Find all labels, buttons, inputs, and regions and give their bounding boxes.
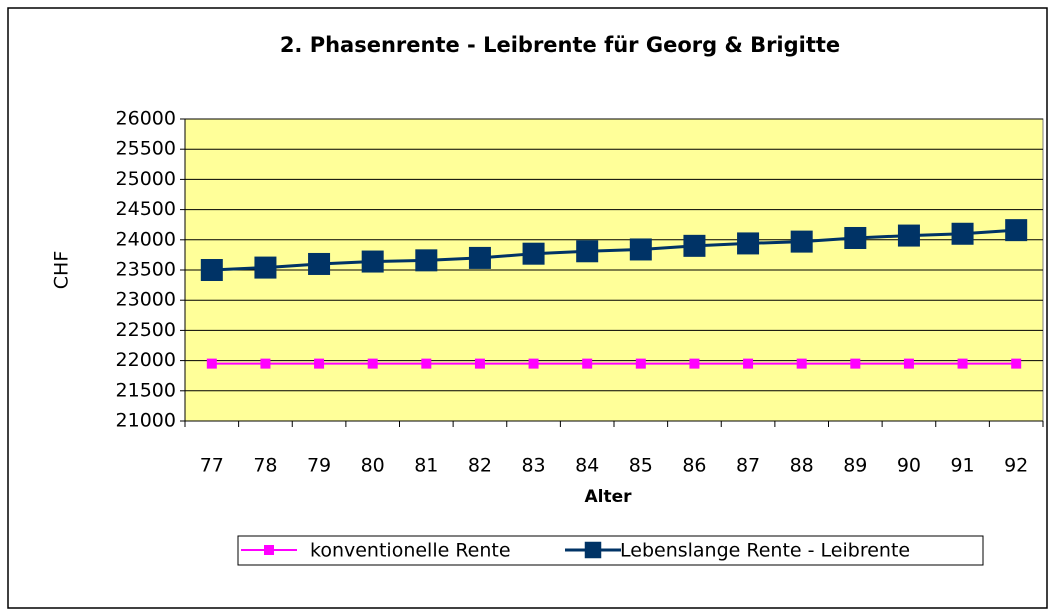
legend-marker (264, 545, 274, 555)
y-tick-label: 21500 (116, 379, 176, 401)
x-tick-label: 88 (790, 455, 814, 477)
x-tick-label: 77 (200, 455, 224, 477)
y-tick-label: 22500 (116, 319, 176, 341)
marker (367, 358, 378, 369)
marker (897, 224, 920, 247)
marker (308, 252, 331, 275)
x-tick-label: 79 (307, 455, 331, 477)
x-axis-label: Alter (584, 487, 632, 507)
marker (844, 226, 867, 249)
marker (737, 232, 760, 255)
marker (528, 358, 539, 369)
x-tick-label: 84 (575, 455, 599, 477)
marker (1005, 219, 1028, 242)
x-tick-label: 91 (950, 455, 974, 477)
marker (260, 358, 271, 369)
x-tick-label: 80 (361, 455, 385, 477)
y-axis-label: CHF (51, 251, 73, 289)
y-tick-label: 26000 (116, 108, 176, 130)
marker (254, 256, 277, 279)
marker (200, 259, 223, 281)
marker (957, 358, 968, 369)
x-tick-label: 82 (468, 455, 492, 477)
x-tick-label: 86 (682, 455, 706, 477)
y-tick-label: 24500 (116, 198, 176, 220)
marker (421, 358, 432, 369)
x-tick-label: 90 (897, 455, 921, 477)
x-tick-label: 81 (414, 455, 438, 477)
marker (1011, 358, 1022, 369)
marker (635, 358, 646, 369)
y-tick-label: 23000 (116, 289, 176, 311)
series-line (211, 228, 1017, 272)
y-tick-label: 25000 (116, 168, 176, 190)
y-tick-label: 22000 (116, 349, 176, 371)
marker (522, 242, 545, 265)
marker (743, 358, 754, 369)
marker (576, 240, 599, 263)
marker (206, 358, 217, 369)
x-tick-label: 89 (843, 455, 867, 477)
legend-label: Lebenslange Rente - Leibrente (620, 540, 910, 562)
marker (415, 249, 438, 272)
marker (468, 246, 491, 269)
marker (474, 358, 485, 369)
marker (361, 250, 384, 273)
y-tick-label: 23500 (116, 259, 176, 281)
y-tick-label: 24000 (116, 228, 176, 250)
marker (796, 358, 807, 369)
x-tick-label: 78 (253, 455, 277, 477)
marker (582, 358, 593, 369)
y-tick-label: 21000 (116, 410, 176, 432)
legend-marker (584, 541, 602, 559)
y-tick-label: 25500 (116, 138, 176, 160)
x-tick-label: 83 (521, 455, 545, 477)
legend-label: konventionelle Rente (310, 540, 511, 562)
x-tick-label: 87 (736, 455, 760, 477)
chart-title: 2. Phasenrente - Leibrente für Georg & B… (280, 33, 840, 57)
marker (314, 358, 325, 369)
x-tick-label: 85 (629, 455, 653, 477)
marker (903, 358, 914, 369)
marker (951, 222, 974, 245)
x-tick-label: 92 (1004, 455, 1028, 477)
marker (790, 230, 813, 253)
marker (689, 358, 700, 369)
marker (850, 358, 861, 369)
marker (629, 238, 652, 261)
marker (683, 234, 706, 257)
